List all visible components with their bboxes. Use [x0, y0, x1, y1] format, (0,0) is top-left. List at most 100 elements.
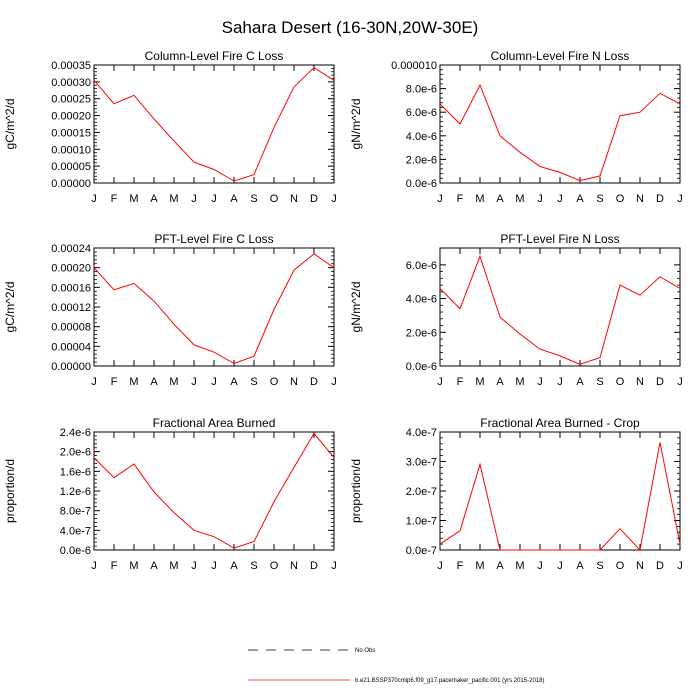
data-point [499, 549, 501, 551]
y-tick-label: 0.0e-6 [406, 361, 437, 373]
y-tick-label: 3.0e-7 [406, 457, 437, 469]
y-tick-label: 2.0e-6 [60, 447, 91, 459]
data-point [439, 287, 441, 289]
y-tick-label: 6.0e-6 [406, 107, 437, 119]
data-point [579, 549, 581, 551]
x-tick-label: N [636, 560, 644, 572]
data-point [153, 300, 155, 302]
data-point [153, 118, 155, 120]
data-point [459, 123, 461, 125]
data-point [213, 351, 215, 353]
chart-title: Column-Level Fire N Loss [491, 49, 630, 63]
x-tick-label: F [111, 193, 118, 205]
data-point [559, 355, 561, 357]
chart-panel-4: PFT-Level Fire N Loss gN/m^2/d 0.0e-6 2.0e-… [349, 232, 683, 388]
y-tick-label: 0.00000 [51, 178, 91, 190]
chart-panel-6: Fractional Area Burned - Crop proportion/… [349, 416, 683, 572]
chart-title: Fractional Area Burned [153, 416, 276, 430]
data-point [619, 284, 621, 286]
data-point [639, 294, 641, 296]
x-tick-label: A [496, 376, 504, 388]
data-point [439, 103, 441, 105]
chart-panel-5: Fractional Area Burned proportion/d 0.0e-6… [3, 416, 337, 572]
y-tick-label: 1.0e-7 [406, 516, 437, 528]
x-tick-label: F [457, 193, 464, 205]
x-tick-label: J [537, 560, 543, 572]
x-tick-label: D [310, 193, 318, 205]
x-tick-label: J [191, 560, 197, 572]
y-tick-label: 0.00020 [51, 263, 91, 275]
data-point [659, 441, 661, 443]
data-point [439, 543, 441, 545]
x-tick-label: D [310, 560, 318, 572]
x-tick-label: S [250, 193, 257, 205]
x-tick-label: F [111, 376, 118, 388]
x-tick-label: J [91, 193, 97, 205]
data-point [113, 477, 115, 479]
data-point [499, 316, 501, 318]
data-point [173, 140, 175, 142]
data-point [559, 549, 561, 551]
y-axis-label: gC/m^2/d [3, 99, 17, 150]
x-tick-label: D [656, 376, 664, 388]
chart-title: Fractional Area Burned - Crop [480, 416, 640, 430]
x-tick-label: O [616, 193, 625, 205]
plot-frame [439, 64, 681, 184]
data-point [459, 530, 461, 532]
y-tick-label: 2.0e-6 [406, 154, 437, 166]
y-tick-label: 8.0e-7 [60, 506, 91, 518]
data-point [193, 529, 195, 531]
chart-title: Column-Level Fire C Loss [145, 49, 284, 63]
x-tick-label: D [310, 376, 318, 388]
x-tick-label: D [656, 560, 664, 572]
chart-title: PFT-Level Fire N Loss [500, 232, 619, 246]
x-tick-label: M [475, 560, 484, 572]
x-tick-label: A [496, 560, 504, 572]
y-tick-label: 0.00016 [51, 282, 91, 294]
y-tick-label: 2.0e-6 [406, 327, 437, 339]
data-point [459, 308, 461, 310]
x-tick-label: A [230, 193, 238, 205]
data-point [233, 363, 235, 365]
y-tick-label: 4.0e-6 [406, 131, 437, 143]
x-tick-label: A [576, 560, 584, 572]
x-tick-label: O [616, 560, 625, 572]
data-point [173, 323, 175, 325]
x-tick-label: N [636, 376, 644, 388]
x-tick-label: N [636, 193, 644, 205]
legend-model-label: b.e21.BSSP370cmip6.f09_g17.pacemaker_pac… [355, 678, 544, 684]
y-tick-label: 0.00035 [51, 60, 91, 72]
data-point [539, 165, 541, 167]
data-point [599, 175, 601, 177]
data-point [659, 92, 661, 94]
data-point [253, 541, 255, 543]
y-tick-label: 0.00020 [51, 111, 91, 123]
data-line [439, 442, 681, 552]
data-point [113, 289, 115, 291]
data-point [333, 457, 335, 459]
plot-frame [439, 431, 681, 551]
x-tick-label: J [537, 193, 543, 205]
x-tick-label: J [191, 376, 197, 388]
y-tick-label: 0.00004 [51, 341, 91, 353]
x-tick-label: S [596, 560, 603, 572]
y-tick-label: 6.0e-6 [406, 260, 437, 272]
x-tick-label: O [270, 376, 279, 388]
x-tick-label: J [557, 560, 563, 572]
y-tick-label: 4.0e-6 [406, 294, 437, 306]
chart-panel-3: PFT-Level Fire C Loss gC/m^2/d 0.00000 0.00… [3, 232, 337, 388]
data-point [599, 357, 601, 359]
y-tick-label: 2.4e-6 [60, 427, 91, 439]
plot-frame [93, 247, 335, 367]
x-tick-label: J [91, 560, 97, 572]
x-tick-label: A [230, 376, 238, 388]
data-point [519, 151, 521, 153]
x-tick-label: M [169, 560, 178, 572]
y-tick-label: 4.0e-7 [60, 525, 91, 537]
x-tick-label: M [475, 193, 484, 205]
data-point [619, 115, 621, 117]
x-tick-label: O [270, 560, 279, 572]
x-tick-label: J [331, 560, 337, 572]
y-axis-label: gC/m^2/d [3, 282, 17, 333]
